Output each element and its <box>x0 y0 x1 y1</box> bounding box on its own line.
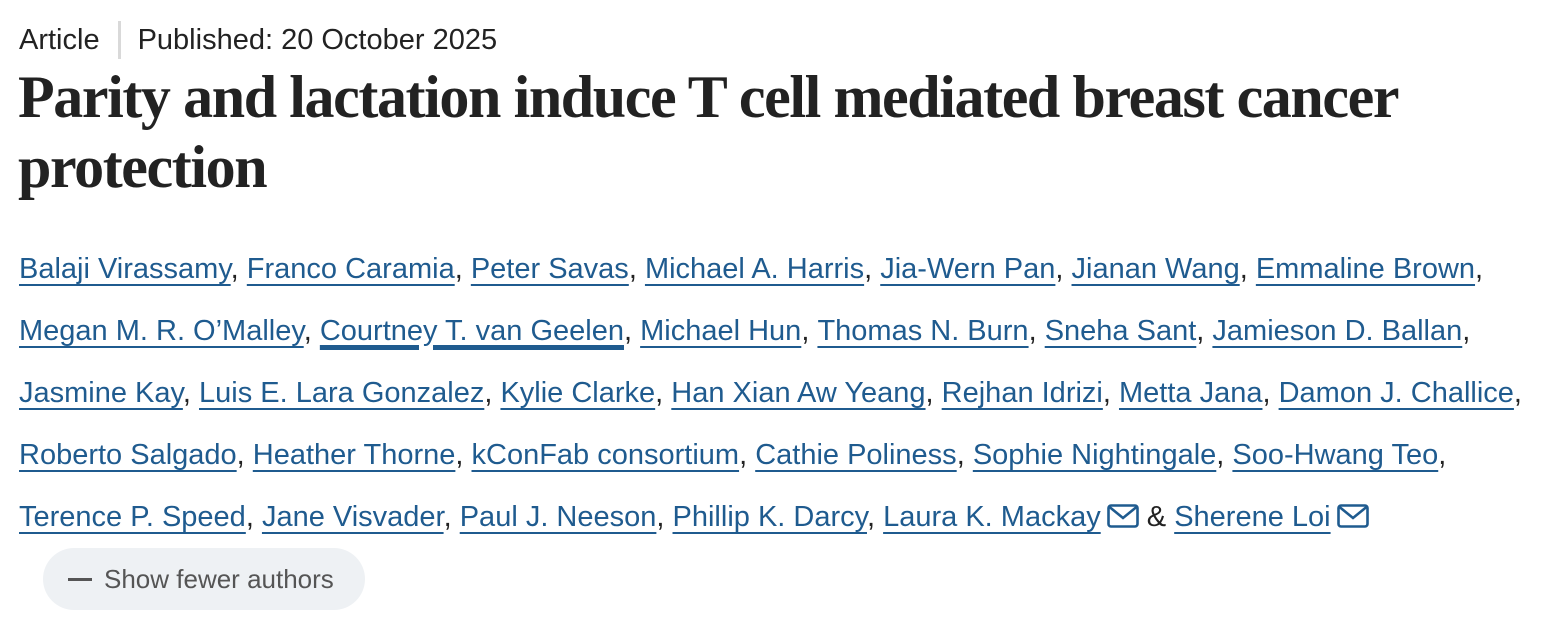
author-item: Balaji Virassamy, <box>19 253 239 285</box>
author-link[interactable]: Heather Thorne <box>252 439 456 471</box>
author-item: Damon J. Challice, <box>1278 377 1522 409</box>
show-fewer-authors-button[interactable]: Show fewer authors <box>43 548 365 610</box>
author-item: Jia-Wern Pan, <box>880 253 1064 285</box>
author-link[interactable]: Rejhan Idrizi <box>941 377 1103 409</box>
author-link[interactable]: Michael Hun <box>640 315 802 347</box>
author-link[interactable]: Phillip K. Darcy <box>672 501 867 533</box>
author-item: Thomas N. Burn, <box>817 315 1037 347</box>
author-link[interactable]: Sneha Sant <box>1044 315 1197 347</box>
author-link-corresponding[interactable]: Laura K. Mackay <box>883 501 1101 533</box>
author-link[interactable]: Terence P. Speed <box>19 501 246 533</box>
author-link[interactable]: Roberto Salgado <box>19 439 237 471</box>
author-item: Emmaline Brown, <box>1255 253 1484 285</box>
author-item: Franco Caramia, <box>246 253 463 285</box>
show-fewer-label: Show fewer authors <box>104 564 334 594</box>
author-link-hovered[interactable]: Courtney T. van Geelen <box>319 315 624 347</box>
author-link[interactable]: kConFab consortium <box>471 439 740 471</box>
author-item: Roberto Salgado, <box>19 439 245 471</box>
author-link[interactable]: Jianan Wang <box>1071 253 1240 285</box>
author-link[interactable]: Jane Visvader <box>261 501 444 533</box>
author-link[interactable]: Cathie Poliness <box>755 439 957 471</box>
author-item: Sneha Sant, <box>1044 315 1205 347</box>
author-item: Courtney T. van Geelen, <box>319 315 633 347</box>
author-item: Soo-Hwang Teo, <box>1232 439 1447 471</box>
author-link[interactable]: Luis E. Lara Gonzalez <box>199 377 485 409</box>
author-item: Megan M. R. O’Malley, <box>19 315 312 347</box>
author-item: Jasmine Kay, <box>19 377 191 409</box>
author-item: Phillip K. Darcy, <box>672 501 876 533</box>
author-link[interactable]: Franco Caramia <box>246 253 455 285</box>
article-type: Article <box>19 24 100 56</box>
author-item: Rejhan Idrizi, <box>941 377 1111 409</box>
author-item: Metta Jana, <box>1118 377 1271 409</box>
author-item: Han Xian Aw Yeang, <box>671 377 934 409</box>
author-item: Heather Thorne, <box>252 439 464 471</box>
author-item: Paul J. Neeson, <box>459 501 665 533</box>
article-meta: Article Published: 20 October 2025 <box>19 20 497 60</box>
author-item: kConFab consortium, <box>471 439 748 471</box>
author-item: Sherene Loi <box>1174 501 1369 533</box>
author-link[interactable]: Metta Jana <box>1118 377 1263 409</box>
author-link[interactable]: Damon J. Challice <box>1278 377 1514 409</box>
author-link[interactable]: Paul J. Neeson <box>459 501 657 533</box>
author-link[interactable]: Sophie Nightingale <box>972 439 1217 471</box>
minus-icon <box>68 577 92 581</box>
author-link[interactable]: Jamieson D. Ballan <box>1212 315 1463 347</box>
author-link[interactable]: Jia-Wern Pan <box>880 253 1056 285</box>
author-item: Jane Visvader, <box>261 501 452 533</box>
author-item: Terence P. Speed, <box>19 501 254 533</box>
author-item: Sophie Nightingale, <box>972 439 1225 471</box>
author-link[interactable]: Kylie Clarke <box>500 377 656 409</box>
author-link[interactable]: Han Xian Aw Yeang <box>671 377 926 409</box>
article-title: Parity and lactation induce T cell media… <box>18 64 1398 200</box>
author-link[interactable]: Jasmine Kay <box>19 377 183 409</box>
author-link[interactable]: Michael A. Harris <box>644 253 865 285</box>
author-item: Peter Savas, <box>470 253 637 285</box>
author-link[interactable]: Thomas N. Burn <box>817 315 1029 347</box>
author-item: Luis E. Lara Gonzalez, <box>199 377 493 409</box>
author-link[interactable]: Megan M. R. O’Malley <box>19 315 304 347</box>
author-link[interactable]: Emmaline Brown <box>1255 253 1476 285</box>
author-item: Jamieson D. Ballan, <box>1212 315 1471 347</box>
mail-icon[interactable] <box>1106 504 1139 528</box>
author-link[interactable]: Balaji Virassamy <box>19 253 231 285</box>
author-item: Show fewer authors <box>19 548 365 610</box>
author-item: Michael Hun, <box>640 315 810 347</box>
author-list: Balaji Virassamy, Franco Caramia, Peter … <box>19 238 1529 621</box>
publish-date: Published: 20 October 2025 <box>137 24 498 56</box>
author-link[interactable]: Soo-Hwang Teo <box>1232 439 1439 471</box>
author-link-corresponding[interactable]: Sherene Loi <box>1174 501 1331 533</box>
meta-divider <box>117 21 121 59</box>
author-item: Cathie Poliness, <box>755 439 965 471</box>
author-link[interactable]: Peter Savas <box>470 253 629 285</box>
mail-icon[interactable] <box>1336 504 1369 528</box>
author-item: Laura K. Mackay & <box>883 501 1167 533</box>
author-item: Kylie Clarke, <box>500 377 664 409</box>
author-item: Jianan Wang, <box>1071 253 1248 285</box>
author-item: Michael A. Harris, <box>644 253 873 285</box>
